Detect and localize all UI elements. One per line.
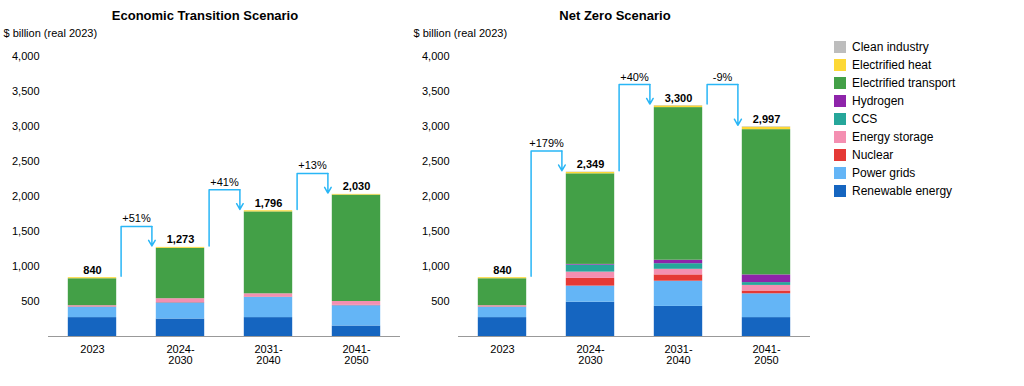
- svg-text:2,500: 2,500: [12, 155, 40, 167]
- html-text:Power grids: Power grids: [852, 166, 916, 180]
- svg-text:-9%: -9%: [713, 71, 733, 83]
- svg-text:1,796: 1,796: [255, 197, 283, 209]
- svg-text:+13%: +13%: [298, 159, 327, 171]
- svg-text:2024-2030: 2024-2030: [576, 343, 604, 366]
- svg-text:2,000: 2,000: [422, 190, 450, 202]
- svg-text:4,000: 4,000: [422, 50, 450, 62]
- svg-text:2041-2050: 2041-2050: [342, 343, 370, 366]
- html-text:Renewable energy: Renewable energy: [852, 184, 953, 198]
- svg-text:1,273: 1,273: [167, 233, 195, 245]
- svg-text:2031-2040: 2031-2040: [664, 343, 692, 366]
- svg-text:+41%: +41%: [210, 176, 239, 188]
- svg-text:500: 500: [21, 295, 39, 307]
- svg-text:$ billion (real 2023): $ billion (real 2023): [4, 27, 98, 39]
- html-text:Hydrogen: Hydrogen: [852, 94, 904, 108]
- html-text:Clean industry: Clean industry: [852, 40, 929, 54]
- html-text:Economic Transition Scenario: Economic Transition Scenario: [111, 8, 299, 23]
- svg-text:1,000: 1,000: [422, 260, 450, 272]
- svg-text:2,500: 2,500: [422, 155, 450, 167]
- svg-text:3,300: 3,300: [665, 92, 693, 104]
- html-text:CCS: CCS: [852, 112, 878, 126]
- svg-text:2,030: 2,030: [343, 180, 371, 192]
- html-text:Energy storage: Energy storage: [852, 130, 934, 144]
- svg-text:2,000: 2,000: [12, 190, 40, 202]
- svg-text:2024-2030: 2024-2030: [166, 343, 194, 366]
- svg-text:3,500: 3,500: [12, 85, 40, 97]
- svg-text:2041-2050: 2041-2050: [752, 343, 780, 366]
- svg-text:1,500: 1,500: [12, 225, 40, 237]
- svg-text:$ billion (real 2023): $ billion (real 2023): [414, 27, 508, 39]
- svg-text:1,500: 1,500: [422, 225, 450, 237]
- svg-text:3,000: 3,000: [422, 120, 450, 132]
- html-text:Electrified heat: Electrified heat: [852, 58, 932, 72]
- svg-text:2031-2040: 2031-2040: [254, 343, 282, 366]
- svg-text:500: 500: [431, 295, 449, 307]
- html-text:Electrified transport: Electrified transport: [852, 76, 956, 90]
- html-text:Nuclear: Nuclear: [852, 148, 894, 162]
- svg-text:4,000: 4,000: [12, 50, 40, 62]
- svg-text:2023: 2023: [80, 343, 104, 355]
- svg-text:1,000: 1,000: [12, 260, 40, 272]
- svg-text:840: 840: [493, 264, 511, 276]
- svg-text:840: 840: [83, 264, 101, 276]
- html-text:Net Zero Scenario: Net Zero Scenario: [559, 8, 671, 23]
- svg-text:+179%: +179%: [529, 137, 564, 149]
- svg-text:+51%: +51%: [122, 212, 151, 224]
- svg-text:2023: 2023: [490, 343, 514, 355]
- svg-text:3,000: 3,000: [12, 120, 40, 132]
- svg-text:2,997: 2,997: [753, 113, 781, 125]
- svg-text:3,500: 3,500: [422, 85, 450, 97]
- svg-text:+40%: +40%: [620, 71, 649, 83]
- svg-text:2,349: 2,349: [577, 158, 605, 170]
